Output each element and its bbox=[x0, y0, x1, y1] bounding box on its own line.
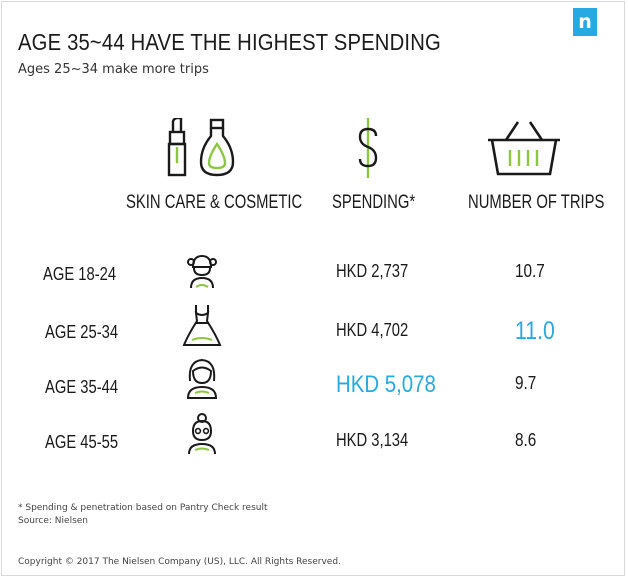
shopping-basket-icon bbox=[488, 121, 560, 176]
row-age-label: AGE 45-55 bbox=[45, 432, 119, 452]
row-age-label: AGE 25-34 bbox=[45, 322, 119, 342]
cosmetics-icon bbox=[167, 118, 235, 177]
row-trips-value: 9.7 bbox=[515, 373, 537, 393]
page-subtitle: Ages 25~34 make more trips bbox=[18, 62, 209, 77]
column-header-spending: SPENDING* bbox=[332, 192, 416, 213]
row-spending-value: HKD 2,737 bbox=[336, 261, 409, 281]
row-age-label: AGE 18-24 bbox=[43, 264, 117, 284]
column-header-category: SKIN CARE & COSMETIC bbox=[126, 192, 303, 213]
older-woman-icon bbox=[188, 413, 216, 455]
row-trips-value: 8.6 bbox=[515, 430, 537, 450]
page-title: AGE 35~44 HAVE THE HIGHEST SPENDING bbox=[18, 29, 441, 55]
copyright: Copyright © 2017 The Nielsen Company (US… bbox=[18, 557, 341, 567]
row-age-label: AGE 35-44 bbox=[45, 377, 119, 397]
footnote: * Spending & penetration based on Pantry… bbox=[18, 503, 268, 513]
row-spending-value: HKD 3,134 bbox=[336, 430, 409, 450]
woman-icon bbox=[186, 358, 218, 399]
row-trips-value-highlight: 11.0 bbox=[515, 317, 555, 345]
source-note: Source: Nielsen bbox=[18, 516, 89, 526]
row-trips-value: 10.7 bbox=[515, 261, 545, 281]
nielsen-logo: n bbox=[573, 8, 597, 36]
column-header-trips: NUMBER OF TRIPS bbox=[468, 192, 605, 213]
dollar-icon bbox=[358, 118, 378, 178]
row-spending-value-highlight: HKD 5,078 bbox=[336, 371, 436, 398]
young-girl-icon bbox=[187, 254, 217, 289]
dress-icon bbox=[182, 305, 222, 346]
row-spending-value: HKD 4,702 bbox=[336, 320, 409, 340]
